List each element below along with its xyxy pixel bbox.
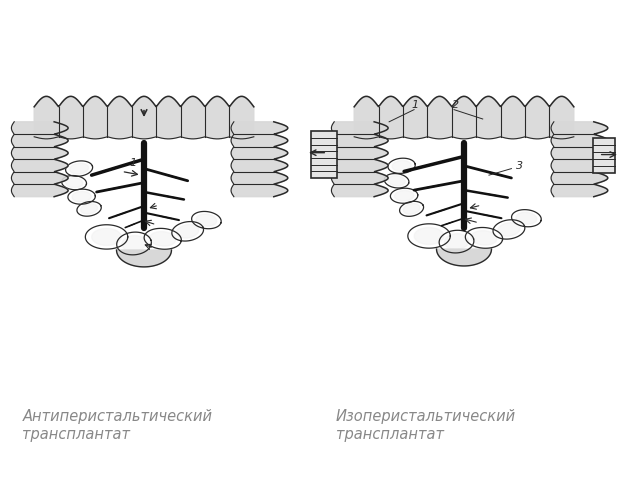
Polygon shape [196, 214, 217, 226]
Text: 3: 3 [516, 161, 524, 170]
Polygon shape [414, 228, 444, 244]
Polygon shape [436, 249, 492, 266]
Polygon shape [122, 236, 146, 252]
Polygon shape [12, 122, 68, 197]
Text: 2: 2 [452, 100, 459, 110]
Polygon shape [551, 122, 608, 197]
Bar [593, 138, 615, 173]
Polygon shape [177, 225, 199, 238]
Polygon shape [354, 96, 574, 139]
Polygon shape [231, 122, 288, 197]
Polygon shape [394, 191, 413, 201]
Polygon shape [388, 176, 405, 186]
Polygon shape [498, 223, 520, 236]
Polygon shape [65, 178, 83, 188]
Polygon shape [150, 231, 176, 246]
Polygon shape [92, 228, 122, 245]
Polygon shape [70, 163, 88, 174]
Bar [311, 131, 337, 178]
Polygon shape [116, 250, 172, 267]
Polygon shape [471, 230, 497, 245]
Polygon shape [81, 204, 97, 214]
Text: Изоперистальтический
трансплантат: Изоперистальтический трансплантат [336, 409, 516, 442]
Polygon shape [34, 96, 254, 139]
Polygon shape [332, 122, 388, 197]
Text: 1: 1 [412, 100, 419, 110]
Text: 1: 1 [129, 158, 136, 168]
Polygon shape [392, 160, 411, 171]
Polygon shape [444, 234, 468, 250]
Polygon shape [403, 204, 420, 214]
Polygon shape [516, 212, 537, 224]
Polygon shape [72, 192, 91, 202]
Text: Антиперистальтический
трансплантат: Антиперистальтический трансплантат [22, 409, 212, 442]
